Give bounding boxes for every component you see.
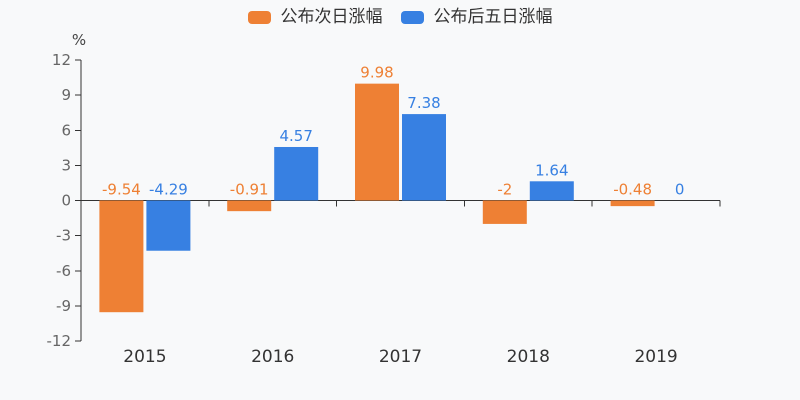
- legend-swatch-next-day: [247, 11, 271, 24]
- x-category-label: 2017: [379, 347, 422, 367]
- bar-2016-next-day[interactable]: [227, 200, 272, 212]
- y-tick-label: 3: [61, 156, 71, 174]
- bar-value-label: -9.54: [102, 181, 141, 199]
- legend: 公布次日涨幅 公布后五日涨幅: [0, 9, 800, 26]
- x-category-label: 2016: [251, 347, 294, 367]
- x-category-label: 2018: [507, 347, 550, 367]
- y-tick-label: 6: [61, 121, 71, 139]
- bar-2019-next-day[interactable]: [610, 200, 655, 207]
- bar-value-label: 1.64: [535, 161, 568, 179]
- bar-value-label: 0: [675, 181, 685, 199]
- bar-value-label: 7.38: [407, 94, 440, 112]
- y-tick-label: 12: [52, 51, 71, 69]
- y-tick-label: 9: [61, 86, 71, 104]
- y-axis-unit-label: %: [71, 31, 87, 49]
- bar-value-label: -2: [497, 181, 512, 199]
- legend-item-next-day[interactable]: 公布次日涨幅: [247, 7, 383, 27]
- bar-value-label: 4.57: [279, 127, 312, 145]
- legend-label-five-day: 公布后五日涨幅: [433, 7, 553, 27]
- bar-2015-next-day[interactable]: [99, 200, 144, 313]
- bar-2018-next-day[interactable]: [482, 200, 527, 224]
- bar-value-label: -0.48: [613, 181, 652, 199]
- y-tick-label: -6: [56, 262, 71, 280]
- bar-value-label: 9.98: [360, 64, 393, 82]
- bar-2017-five-day[interactable]: [402, 114, 446, 201]
- legend-swatch-five-day: [400, 11, 424, 24]
- legend-label-next-day: 公布次日涨幅: [280, 7, 383, 27]
- y-tick-label: 0: [61, 192, 71, 210]
- bar-2016-five-day[interactable]: [274, 146, 319, 201]
- bar-2017-next-day[interactable]: [355, 83, 399, 201]
- x-category-label: 2019: [634, 347, 677, 367]
- bar-2015-five-day[interactable]: [146, 200, 191, 251]
- y-tick-label: -12: [47, 332, 72, 350]
- bar-2018-five-day[interactable]: [529, 181, 574, 201]
- y-tick-label: -9: [56, 297, 71, 315]
- y-tick-label: -3: [56, 227, 71, 245]
- legend-item-five-day[interactable]: 公布后五日涨幅: [400, 7, 553, 27]
- x-category-label: 2015: [123, 347, 166, 367]
- bar-value-label: -0.91: [230, 181, 269, 199]
- bar-value-label: -4.29: [149, 181, 188, 199]
